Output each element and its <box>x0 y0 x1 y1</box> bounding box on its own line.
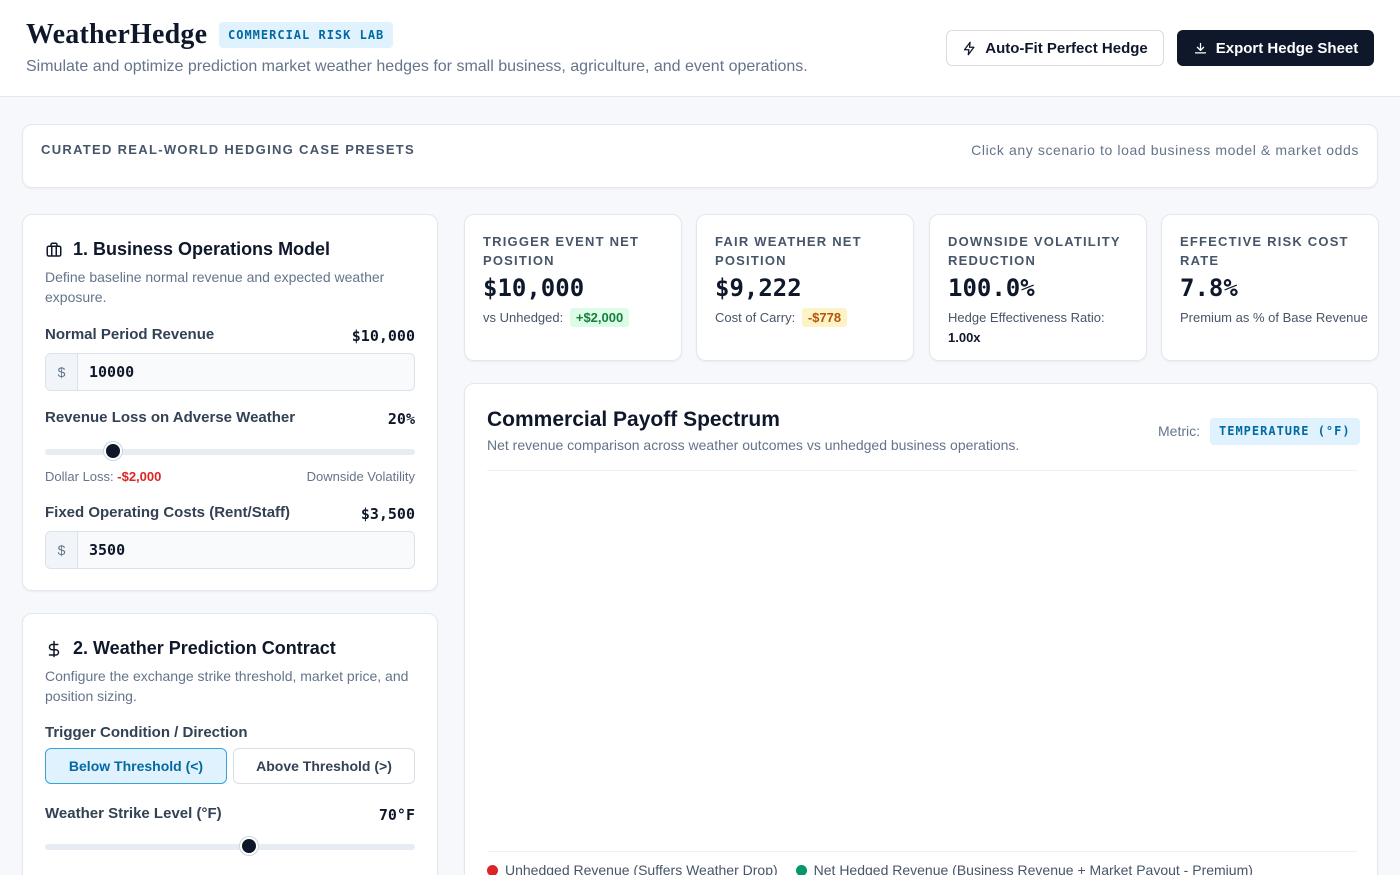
business-model-description: Define baseline normal revenue and expec… <box>45 269 385 305</box>
legend-label: Net Hedged Revenue (Business Revenue + M… <box>813 862 1253 875</box>
export-label: Export Hedge Sheet <box>1215 39 1359 57</box>
briefcase-icon <box>46 242 62 257</box>
chart-canvas[interactable] <box>487 471 1357 851</box>
kpi-label: Trigger Event Net Position <box>483 234 640 268</box>
strike-level-slider[interactable] <box>45 837 415 855</box>
currency-prefix: $ <box>46 532 78 568</box>
kpi-label: Effective Risk Cost Rate <box>1180 234 1349 268</box>
legend-label: Unhedged Revenue (Suffers Weather Drop) <box>505 862 778 875</box>
kpi-sub: Premium as % of Base Revenue <box>1180 310 1368 325</box>
chart-subtitle: Net revenue comparison across weather ou… <box>487 437 1020 453</box>
kpi-volatility-reduction: Downside Volatility Reduction 100.0% Hed… <box>929 214 1147 361</box>
currency-prefix: $ <box>46 354 78 390</box>
chart-legend: Unhedged Revenue (Suffers Weather Drop) … <box>487 862 1253 875</box>
export-button[interactable]: Export Hedge Sheet <box>1177 30 1374 66</box>
revenue-loss-label: Revenue Loss on Adverse Weather <box>45 409 296 426</box>
fixed-costs-input[interactable] <box>78 532 414 568</box>
strike-level-display: 70°F <box>378 806 415 824</box>
kpi-risk-cost-rate: Effective Risk Cost Rate 7.8% Premium as… <box>1161 214 1379 361</box>
kpi-value: 100.0% <box>948 274 1035 302</box>
normal-revenue-display: $10,000 <box>351 327 415 345</box>
kpi-value: $9,222 <box>715 274 802 302</box>
business-model-panel: 1. Business Operations Model Define base… <box>22 214 438 591</box>
kpi-sub-label: Cost of Carry: <box>715 310 796 325</box>
brand-badge: COMMERCIAL RISK LAB <box>219 22 394 48</box>
chart-title: Commercial Payoff Spectrum <box>487 408 780 431</box>
metric-label: Metric: <box>1158 423 1200 439</box>
fixed-costs-display: $3,500 <box>360 505 415 523</box>
chart-divider <box>487 470 1357 471</box>
kpi-label: Fair Weather Net Position <box>715 234 862 268</box>
auto-fit-button[interactable]: Auto-Fit Perfect Hedge <box>946 30 1164 66</box>
legend-item-unhedged: Unhedged Revenue (Suffers Weather Drop) <box>487 862 778 875</box>
brand-logo: WeatherHedge <box>26 19 208 50</box>
strike-level-label: Weather Strike Level (°F) <box>45 805 222 822</box>
contract-description: Configure the exchange strike threshold,… <box>45 668 409 704</box>
metric-selector[interactable]: TEMPERATURE (°F) <box>1210 418 1360 445</box>
contract-panel: 2. Weather Prediction Contract Configure… <box>22 613 438 875</box>
auto-fit-label: Auto-Fit Perfect Hedge <box>985 39 1148 57</box>
app-header: WeatherHedge COMMERCIAL RISK LAB Simulat… <box>0 0 1400 97</box>
normal-revenue-input-group: $ <box>45 353 415 391</box>
kpi-sub: Hedge Effectiveness Ratio: 1.00x <box>948 308 1138 348</box>
presets-panel: CURATED REAL-WORLD HEDGING CASE PRESETS … <box>22 124 1378 188</box>
dollar-loss-value: -$2,000 <box>117 469 162 484</box>
dollar-loss-label: Dollar Loss: <box>45 469 114 484</box>
fixed-costs-label: Fixed Operating Costs (Rent/Staff) <box>45 504 291 521</box>
lightning-icon <box>964 41 975 55</box>
legend-item-hedged: Net Hedged Revenue (Business Revenue + M… <box>795 862 1253 875</box>
trigger-condition-label: Trigger Condition / Direction <box>45 724 248 741</box>
dollar-icon <box>48 640 60 657</box>
kpi-value: 7.8% <box>1180 274 1238 302</box>
downside-volatility-note: Downside Volatility <box>306 469 415 484</box>
kpi-sub-label: Hedge Effectiveness Ratio: <box>948 310 1105 325</box>
contract-title: 2. Weather Prediction Contract <box>73 638 336 658</box>
download-icon <box>1194 42 1206 53</box>
kpi-sub: vs Unhedged: +$2,000 <box>483 308 673 328</box>
kpi-label: Downside Volatility Reduction <box>948 234 1121 268</box>
kpi-delta-badge: -$778 <box>801 308 848 327</box>
kpi-delta-badge: +$2,000 <box>569 308 630 327</box>
strike-level-slider-thumb[interactable] <box>240 837 258 855</box>
revenue-loss-slider-thumb[interactable] <box>104 442 122 460</box>
kpi-sub-label: vs Unhedged: <box>483 310 564 325</box>
presets-hint: Click any scenario to load business mode… <box>971 142 1359 158</box>
below-threshold-button[interactable]: Below Threshold (<) <box>45 748 227 784</box>
kpi-fair-weather-net: Fair Weather Net Position $9,222 Cost of… <box>696 214 914 361</box>
kpi-trigger-net: Trigger Event Net Position $10,000 vs Un… <box>464 214 682 361</box>
chart-divider <box>487 851 1357 852</box>
above-threshold-button[interactable]: Above Threshold (>) <box>233 748 415 784</box>
tagline: Simulate and optimize prediction market … <box>26 58 808 75</box>
revenue-loss-slider[interactable] <box>45 442 415 460</box>
normal-revenue-label: Normal Period Revenue <box>45 326 215 343</box>
payoff-chart-panel: Commercial Payoff Spectrum Net revenue c… <box>464 383 1378 875</box>
kpi-value: $10,000 <box>483 274 585 302</box>
business-model-title: 1. Business Operations Model <box>73 239 331 259</box>
kpi-ratio-value: 1.00x <box>948 330 981 345</box>
fixed-costs-input-group: $ <box>45 531 415 569</box>
normal-revenue-input[interactable] <box>78 354 414 390</box>
legend-dot-icon <box>487 864 498 875</box>
legend-dot-icon <box>795 864 807 875</box>
kpi-sub: Cost of Carry: -$778 <box>715 308 905 328</box>
presets-title: CURATED REAL-WORLD HEDGING CASE PRESETS <box>41 142 416 157</box>
dollar-loss-note: Dollar Loss: -$2,000 <box>45 469 161 484</box>
revenue-loss-display: 20% <box>387 410 415 428</box>
